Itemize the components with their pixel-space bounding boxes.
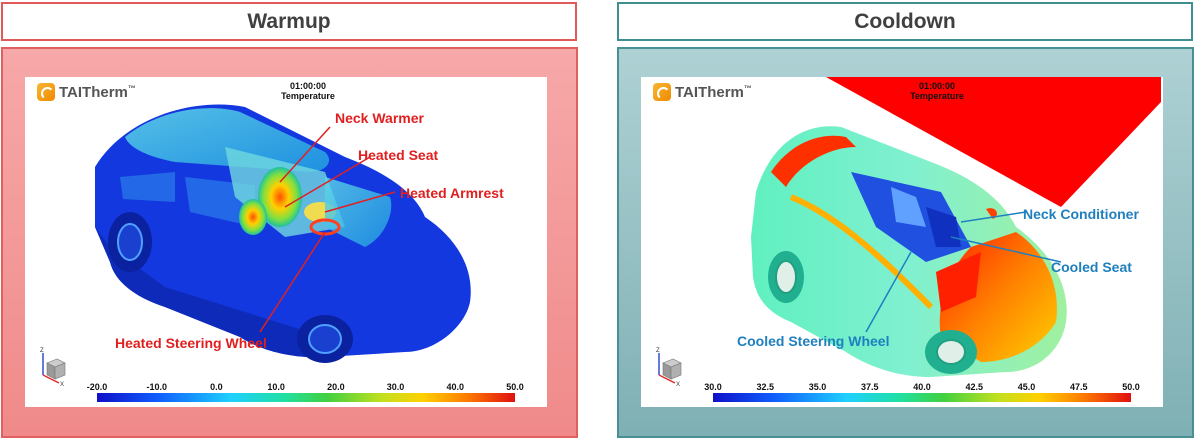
label-cooled-steering-wheel: Cooled Steering Wheel [737, 333, 890, 349]
color-scale-bar [713, 393, 1131, 402]
scale-tick-label: 50.0 [1122, 382, 1140, 392]
label-heated-seat: Heated Seat [358, 147, 439, 163]
scale-tick-label: 45.0 [1017, 382, 1036, 392]
svg-text:Z: Z [656, 348, 660, 354]
scale-tick-label: 47.5 [1069, 382, 1088, 392]
svg-text:X: X [676, 382, 680, 387]
color-scale-bar [97, 393, 515, 402]
scale-tick-label: 0.0 [210, 382, 223, 392]
scale-tick-label: -20.0 [86, 382, 108, 392]
quantity-label: Temperature [281, 91, 335, 101]
taitherm-logo-icon [37, 83, 55, 101]
scale-tick-label: 35.0 [808, 382, 827, 392]
taitherm-logo: TAITherm™ [653, 83, 752, 101]
label-neck-warmer: Neck Warmer [335, 110, 424, 126]
scale-tick-label: 32.5 [756, 382, 775, 392]
simulation-viewport[interactable]: TAITherm™ 01:00:00 Temperature Neck Cond… [641, 77, 1163, 407]
orientation-cube-icon: Z X [40, 348, 66, 387]
time-value: 01:00:00 [918, 81, 956, 91]
panel-title: Warmup [1, 2, 577, 41]
scale-tick-label: 42.5 [965, 382, 984, 392]
warmup-panel: Warmup [0, 0, 580, 440]
logo-text: TAITherm™ [675, 83, 752, 101]
taitherm-logo-icon [653, 83, 671, 101]
simulation-viewport[interactable]: TAITherm™ 01:00:00 Temperature Neck Warm… [25, 77, 547, 407]
scale-tick-label: 50.0 [506, 382, 524, 392]
label-heated-armrest: Heated Armrest [400, 185, 504, 201]
time-stamp: 01:00:00 Temperature [887, 81, 987, 101]
cooldown-panel: Cooldown [616, 0, 1196, 440]
panel-body: TAITherm™ 01:00:00 Temperature Neck Warm… [1, 47, 578, 438]
label-cooled-seat: Cooled Seat [1051, 259, 1132, 275]
scale-tick-label: 30.0 [386, 382, 405, 392]
warmup-car-render [95, 104, 471, 363]
scale-tick-label: 37.5 [860, 382, 879, 392]
panel-title: Cooldown [617, 2, 1193, 41]
svg-text:X: X [60, 382, 64, 387]
scale-tick-label: 20.0 [327, 382, 345, 392]
scale-tick-label: 30.0 [704, 382, 722, 392]
color-scale-ticks: 30.0 32.5 35.0 37.5 40.0 42.5 45.0 47.5 50.0 [701, 382, 1151, 392]
orientation-cube-icon: Z X [656, 348, 682, 387]
cooldown-car-render [751, 77, 1161, 378]
time-value: 01:00:00 [289, 81, 327, 91]
scale-tick-label: 40.0 [913, 382, 931, 392]
scale-tick-label: -10.0 [146, 382, 167, 392]
time-stamp: 01:00:00 Temperature [258, 81, 358, 101]
panel-body: TAITherm™ 01:00:00 Temperature Neck Cond… [617, 47, 1194, 438]
quantity-label: Temperature [910, 91, 964, 101]
logo-text: TAITherm™ [59, 83, 136, 101]
svg-text:Z: Z [40, 348, 44, 354]
scale-tick-label: 40.0 [446, 382, 465, 392]
taitherm-logo: TAITherm™ [37, 83, 136, 101]
label-heated-steering-wheel: Heated Steering Wheel [115, 335, 267, 351]
color-scale-ticks: -20.0 -10.0 0.0 10.0 20.0 30.0 40.0 50.0 [85, 382, 535, 392]
scale-tick-label: 10.0 [267, 382, 285, 392]
label-neck-conditioner: Neck Conditioner [1023, 206, 1139, 222]
